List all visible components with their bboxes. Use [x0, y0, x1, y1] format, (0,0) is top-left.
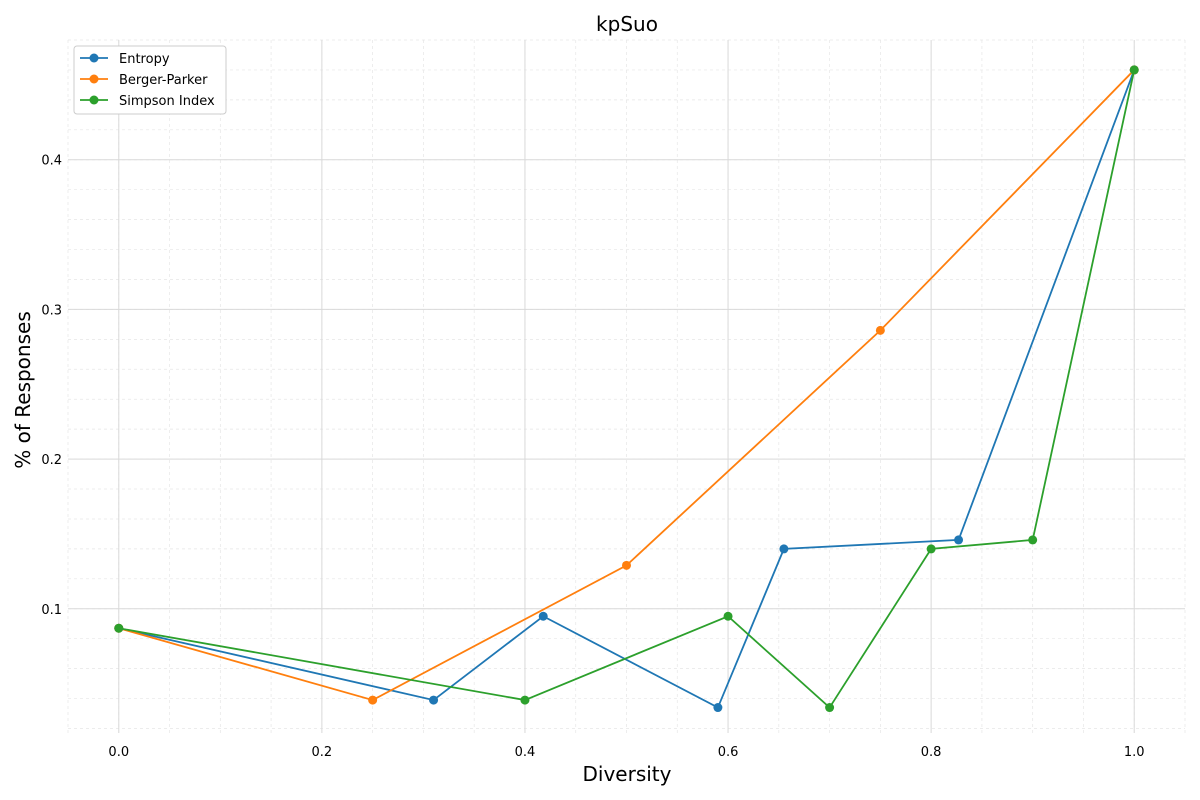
- y-tick-label: 0.4: [41, 154, 62, 169]
- x-tick-label: 0.0: [108, 745, 129, 760]
- data-point-simpson-index: [520, 695, 530, 705]
- grid: [67, 39, 1186, 733]
- data-point-entropy: [538, 611, 548, 621]
- data-point-entropy: [429, 695, 439, 705]
- legend-item-simpson-index: Simpson Index: [80, 94, 215, 109]
- data-point-entropy: [779, 544, 789, 554]
- data-point-berger-parker: [368, 695, 378, 705]
- data-point-simpson-index: [723, 611, 733, 621]
- tick-labels: 0.0 0.2 0.4 0.6 0.8 1.0 0.1 0.2 0.3 0.4: [41, 154, 1144, 760]
- data-point-simpson-index: [1028, 535, 1038, 545]
- data-point-simpson-index: [114, 623, 124, 633]
- legend-item-berger-parker: Berger-Parker: [80, 73, 208, 88]
- y-tick-label: 0.1: [41, 603, 62, 618]
- data-point-entropy: [713, 703, 723, 713]
- legend-label: Berger-Parker: [119, 73, 208, 88]
- legend-swatch-marker: [89, 95, 99, 105]
- x-tick-label: 1.0: [1124, 745, 1145, 760]
- data-point-simpson-index: [825, 703, 835, 713]
- series-simpson-index: [114, 65, 1139, 713]
- chart-title: kpSuo: [596, 12, 658, 36]
- y-tick-label: 0.3: [41, 303, 62, 318]
- legend-label: Entropy: [119, 52, 170, 67]
- legend: Entropy Berger-Parker Simpson Index: [73, 45, 227, 115]
- data-point-berger-parker: [875, 325, 885, 335]
- legend-frame: [73, 45, 227, 115]
- x-tick-label: 0.8: [921, 745, 942, 760]
- legend-swatch-marker: [89, 53, 99, 63]
- data-point-entropy: [954, 535, 964, 545]
- x-axis-label: Diversity: [583, 762, 672, 786]
- x-tick-label: 0.6: [718, 745, 739, 760]
- x-tick-label: 0.2: [312, 745, 333, 760]
- data-point-berger-parker: [622, 560, 631, 570]
- data-point-simpson-index: [1129, 65, 1139, 75]
- x-tick-label: 0.4: [515, 745, 536, 760]
- legend-label: Simpson Index: [119, 94, 215, 109]
- y-axis-label: % of Responses: [11, 311, 35, 468]
- legend-item-entropy: Entropy: [80, 52, 170, 67]
- y-tick-label: 0.2: [41, 453, 62, 468]
- legend-swatch-marker: [89, 74, 99, 84]
- series-lines: [114, 65, 1139, 713]
- data-point-simpson-index: [926, 544, 936, 554]
